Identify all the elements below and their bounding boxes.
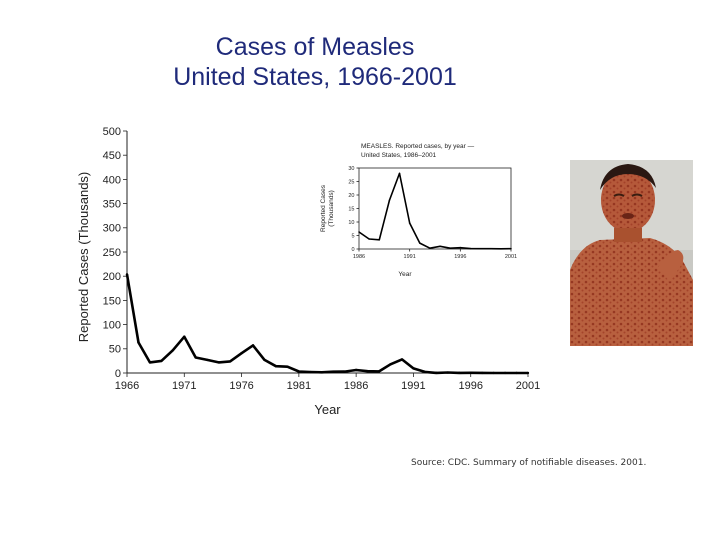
inset-group: 0 5 10 15 20 25 30 1986 1991 1996 2001	[348, 166, 517, 260]
main-data-point	[515, 371, 518, 375]
main-data-point	[343, 370, 346, 373]
main-y-tick-label: 500	[103, 126, 121, 138]
main-y-tick-label: 350	[103, 198, 121, 210]
main-data-point	[435, 371, 438, 375]
inset-x-tick-label: 2001	[505, 254, 517, 260]
main-y-tick-label: 400	[103, 174, 121, 186]
main-data-point	[446, 371, 449, 374]
main-y-tick-label: 300	[103, 223, 121, 235]
inset-data-point	[429, 247, 431, 249]
main-data-point	[400, 358, 404, 361]
main-data-point	[274, 365, 278, 368]
inset-data-point	[439, 245, 441, 248]
inset-data-point	[378, 239, 380, 241]
main-x-tick-label: 1976	[229, 380, 253, 392]
inset-y-tick-label: 10	[348, 220, 354, 226]
main-data-point	[183, 335, 186, 338]
main-data-point	[469, 371, 472, 374]
main-series-line	[125, 274, 528, 375]
inset-data-point	[419, 242, 421, 244]
inset-y-axis-title-line-2: (Thousands)	[328, 190, 335, 227]
inset-y-axis-title-line-1: Reported Cases	[320, 184, 327, 232]
inset-title-line-2: United States, 1986–2001	[361, 152, 437, 159]
inset-background	[340, 128, 526, 280]
main-x-tick-label: 1981	[287, 380, 311, 392]
inset-y-tick-label: 15	[348, 206, 354, 212]
inset-y-tick-label: 20	[348, 193, 354, 199]
main-x-tick-label: 1996	[458, 380, 482, 392]
inset-data-point	[469, 247, 472, 250]
main-data-point	[412, 367, 415, 370]
inset-x-tick-label: 1996	[454, 254, 466, 260]
inset-data-point	[510, 248, 512, 250]
main-data-point	[526, 371, 530, 375]
main-data-point	[458, 371, 461, 375]
main-data-point	[137, 341, 140, 344]
child-with-measles-rash-photo	[570, 160, 693, 346]
main-data-point	[354, 368, 358, 372]
main-data-point	[148, 361, 152, 364]
inset-x-axis-title: Year	[398, 271, 412, 278]
main-data-point	[240, 351, 243, 355]
inset-data-point	[398, 172, 401, 175]
chart-title-line-1: Cases of Measles	[215, 33, 415, 61]
main-data-point	[423, 370, 427, 374]
inset-data-point	[449, 247, 451, 249]
main-data-point	[286, 365, 289, 368]
main-x-tick-label: 1991	[401, 380, 425, 392]
main-data-point	[377, 370, 381, 373]
main-y-tick-label: 100	[103, 319, 121, 331]
inset-x-tick-label: 1986	[353, 254, 365, 260]
main-data-point	[389, 363, 392, 366]
inset-y-tick-label: 5	[351, 233, 354, 239]
inset-data-point	[500, 248, 502, 250]
main-data-point	[366, 370, 369, 373]
main-x-tick-label: 1966	[115, 380, 139, 392]
inset-data-point	[459, 246, 462, 249]
main-data-point	[309, 370, 312, 374]
main-x-axis-title: Year	[314, 402, 341, 417]
main-data-point	[217, 361, 220, 364]
inset-data-point	[490, 248, 492, 250]
inset-y-tick-label: 30	[348, 166, 354, 172]
main-data-point	[160, 359, 163, 363]
main-y-tick-label: 450	[103, 150, 121, 162]
source-note: Source: CDC. Summary of notifiable disea…	[411, 458, 647, 468]
main-y-tick-label: 200	[103, 271, 121, 283]
main-data-point	[481, 371, 484, 375]
main-y-tick-label: 50	[109, 344, 121, 356]
main-y-tick-label: 0	[115, 368, 121, 380]
main-data-point	[503, 371, 507, 375]
main-x-tick-label: 1986	[344, 380, 368, 392]
inset-data-point	[408, 222, 411, 224]
main-x-tick-label: 1971	[172, 380, 196, 392]
main-data-point	[251, 344, 255, 347]
main-data-point	[320, 371, 323, 374]
main-data-point	[332, 370, 335, 373]
inset-data-point	[368, 238, 370, 240]
main-data-point	[206, 358, 209, 362]
inset-title-line-1: MEASLES. Reported cases, by year —	[361, 143, 475, 150]
inset-data-point	[388, 199, 391, 202]
main-data-point	[263, 358, 266, 362]
inset-y-tick-label: 0	[351, 247, 354, 253]
main-x-tick-label: 2001	[516, 380, 540, 392]
main-y-axis-title: Reported Cases (Thousands)	[76, 172, 91, 343]
main-y-tick-label: 250	[103, 247, 121, 259]
inset-series-line	[358, 172, 512, 250]
chart-title-line-2: United States, 1966-2001	[173, 63, 457, 91]
main-data-point	[125, 273, 129, 276]
main-data-point	[228, 360, 232, 363]
main-data-point	[492, 371, 495, 375]
inset-data-point	[479, 248, 482, 250]
inset-data-point	[358, 231, 360, 233]
main-data-point	[297, 370, 301, 373]
inset-y-tick-label: 25	[348, 179, 354, 185]
main-data-point	[171, 349, 174, 352]
main-y-tick-label: 150	[103, 295, 121, 307]
inset-x-tick-label: 1991	[404, 254, 416, 260]
main-data-point	[194, 356, 197, 359]
